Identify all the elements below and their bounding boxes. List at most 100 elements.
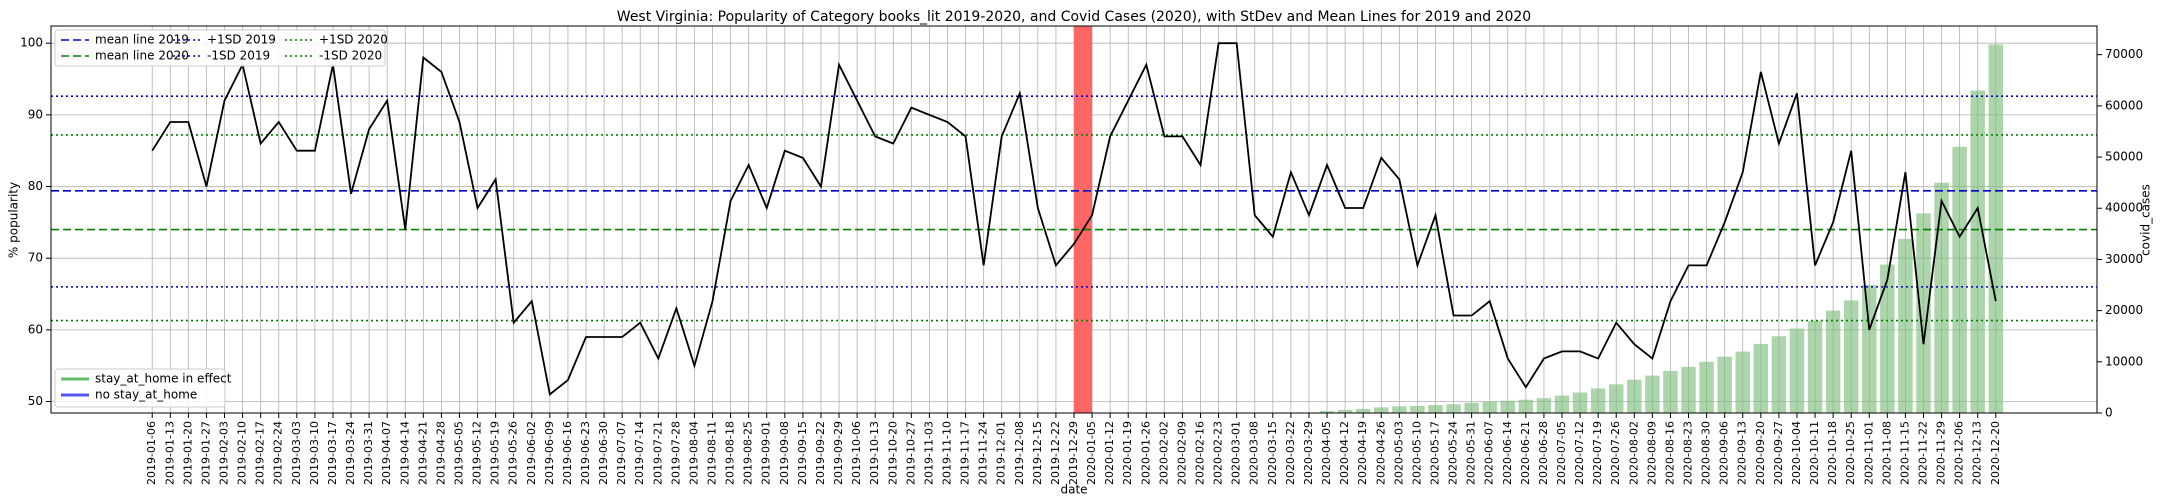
x-tick-label: 2019-12-01 — [995, 421, 1008, 485]
y-axis-label: % popularity — [7, 182, 21, 258]
x-tick-label: 2019-04-21 — [416, 421, 429, 485]
bar — [1934, 182, 1949, 413]
x-tick-label: 2019-09-15 — [796, 421, 809, 485]
y2-tick-label: 10000 — [2105, 354, 2143, 368]
x-tick-label: 2019-12-29 — [1067, 421, 1080, 485]
x-axis-label: date — [1060, 483, 1087, 497]
bar — [1789, 328, 1805, 413]
bar — [1952, 146, 1967, 414]
x-tick-label: 2020-10-18 — [1826, 421, 1839, 485]
legend-box — [54, 368, 226, 408]
bar — [1590, 388, 1606, 413]
y2-tick-label: 20000 — [2105, 303, 2143, 317]
x-tick-label: 2020-11-15 — [1898, 421, 1911, 485]
x-tick-label: 2020-07-19 — [1591, 421, 1604, 485]
chart-title: West Virginia: Popularity of Category bo… — [617, 9, 1531, 25]
y2-tick-label: 50000 — [2105, 150, 2143, 164]
x-tick-label: 2019-06-02 — [525, 421, 538, 485]
x-tick-label: 2020-04-12 — [1338, 421, 1351, 485]
x-tick-label: 2019-08-25 — [742, 421, 755, 485]
x-tick-label: 2020-08-02 — [1627, 421, 1640, 485]
legend-box — [54, 29, 386, 67]
x-tick-label: 2019-09-29 — [832, 421, 845, 485]
x-tick-label: 2020-02-09 — [1175, 421, 1188, 485]
x-tick-label: 2019-06-16 — [561, 421, 574, 485]
x-tick-label: 2019-03-31 — [362, 421, 375, 485]
bar — [1988, 44, 2004, 414]
y2-tick-label: 0 — [2105, 406, 2113, 420]
x-tick-label: 2020-02-23 — [1212, 421, 1225, 485]
legend-label: stay_at_home in effect — [95, 372, 232, 386]
x-tick-label: 2019-11-24 — [977, 421, 990, 485]
x-tick-label: 2020-05-10 — [1410, 421, 1423, 485]
bar — [1862, 285, 1877, 413]
bar — [1374, 407, 1389, 413]
x-tick-label: 2019-11-17 — [959, 421, 972, 485]
x-tick-label: 2020-04-19 — [1356, 421, 1369, 485]
x-tick-label: 2020-06-21 — [1519, 421, 1532, 485]
x-tick-label: 2019-11-03 — [922, 421, 935, 485]
bar — [1663, 371, 1678, 413]
x-tick-label: 2020-05-31 — [1465, 421, 1478, 485]
x-tick-label: 2019-02-17 — [254, 421, 267, 485]
y2-tick-label: 60000 — [2105, 98, 2143, 112]
x-tick-label: 2019-08-18 — [724, 421, 737, 485]
x-tick-label: 2020-12-20 — [1989, 421, 2002, 485]
x-tick-label: 2019-06-09 — [543, 421, 556, 485]
x-tick-label: 2019-07-21 — [651, 421, 664, 485]
x-tick-label: 2019-04-07 — [380, 421, 393, 485]
x-tick-label: 2019-10-06 — [850, 421, 863, 485]
x-tick-label: 2020-04-26 — [1374, 421, 1387, 485]
x-tick-label: 2019-09-01 — [760, 421, 773, 485]
x-tick-label: 2020-02-02 — [1157, 421, 1170, 485]
x-tick-label: 2019-03-10 — [308, 421, 321, 485]
x-tick-label: 2020-01-12 — [1103, 421, 1116, 485]
x-tick-label: 2019-03-17 — [326, 421, 339, 485]
legend-label: +1SD 2019 — [207, 33, 276, 47]
x-tick-label: 2020-05-17 — [1428, 421, 1441, 485]
bar — [1916, 213, 1931, 413]
x-tick-label: 2020-10-25 — [1844, 421, 1857, 485]
bar — [1699, 361, 1714, 413]
x-tick-label: 2019-10-20 — [886, 421, 899, 485]
x-tick-label: 2020-10-04 — [1790, 421, 1803, 485]
x-tick-label: 2020-01-26 — [1139, 421, 1152, 485]
bar — [1825, 310, 1841, 413]
bar — [1880, 264, 1895, 413]
x-tick-label: 2019-10-27 — [904, 421, 917, 485]
x-tick-label: 2019-11-10 — [940, 421, 953, 485]
x-tick-label: 2020-12-13 — [1971, 421, 1984, 485]
bar — [1536, 398, 1552, 413]
x-tick-label: 2019-05-12 — [471, 421, 484, 485]
x-tick-label: 2020-01-19 — [1121, 421, 1134, 485]
legend-label: mean line 2020 — [95, 49, 189, 63]
y2-axis-label: covid_cases — [2139, 184, 2153, 256]
x-tick-label: 2019-05-05 — [452, 421, 465, 485]
y2-tick-label: 40000 — [2105, 201, 2143, 215]
x-tick-label: 2019-07-07 — [615, 421, 628, 485]
highlight-span — [1074, 26, 1093, 413]
bar — [1627, 379, 1642, 413]
bar — [1753, 343, 1769, 413]
x-tick-label: 2020-08-16 — [1663, 421, 1676, 485]
bar — [1807, 320, 1823, 413]
x-tick-label: 2019-01-13 — [163, 421, 176, 485]
y-tick-label: 50 — [28, 394, 43, 408]
y2-tick-label: 70000 — [2105, 47, 2143, 61]
x-tick-label: 2020-08-09 — [1645, 421, 1658, 485]
legend-label: no stay_at_home — [95, 388, 197, 402]
x-tick-label: 2020-05-24 — [1447, 421, 1460, 485]
bar — [1970, 90, 1985, 413]
x-tick-label: 2019-08-04 — [687, 421, 700, 485]
y-tick-label: 70 — [28, 251, 43, 265]
x-tick-label: 2020-03-15 — [1266, 421, 1279, 485]
x-tick-label: 2019-03-03 — [290, 421, 303, 485]
x-tick-label: 2020-03-29 — [1302, 421, 1315, 485]
x-tick-label: 2019-12-15 — [1031, 421, 1044, 485]
x-tick-label: 2020-09-06 — [1718, 421, 1731, 485]
line — [151, 42, 1997, 396]
x-tick-label: 2020-03-22 — [1284, 421, 1297, 485]
bar — [1518, 399, 1534, 413]
x-tick-label: 2019-12-08 — [1013, 421, 1026, 485]
